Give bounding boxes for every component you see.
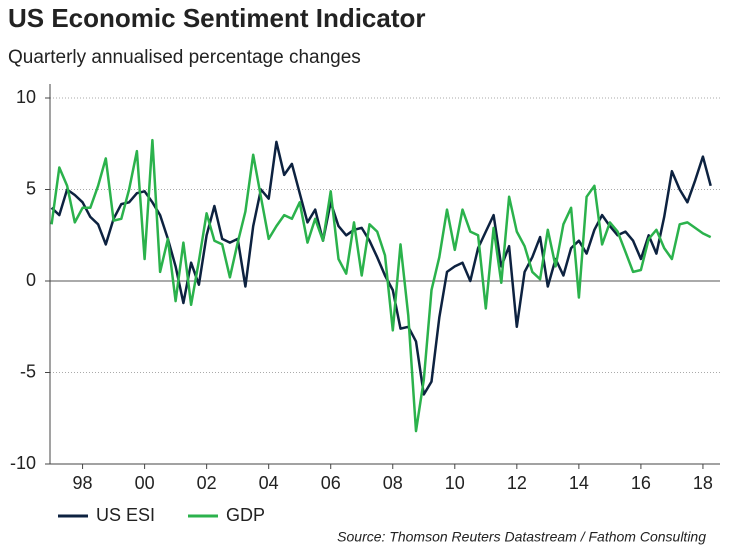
x-tick-label: 08 [383,473,403,493]
source: Source: Thomson Reuters Datastream / Fat… [337,529,706,545]
legend-label: US ESI [96,505,155,525]
chart-subtitle: Quarterly annualised percentage changes [8,47,361,68]
x-tick-label: 18 [693,473,713,493]
y-tick-label: -10 [10,453,36,473]
y-tick-label: 5 [26,178,36,198]
y-tick-label: -5 [20,361,36,381]
x-tick-label: 02 [197,473,217,493]
x-tick-label: 10 [445,473,465,493]
legend-label: GDP [226,505,265,525]
y-tick-label: 10 [16,87,36,107]
x-tick-label: 14 [569,473,589,493]
x-tick-label: 16 [631,473,651,493]
x-tick-label: 98 [73,473,93,493]
x-tick-label: 06 [321,473,341,493]
y-tick-label: 0 [26,270,36,290]
series-line [50,140,712,396]
x-tick-label: 12 [507,473,527,493]
chart-title: US Economic Sentiment Indicator [8,3,426,33]
x-tick-label: 00 [135,473,155,493]
x-tick-label: 04 [259,473,279,493]
series-line [50,138,712,433]
